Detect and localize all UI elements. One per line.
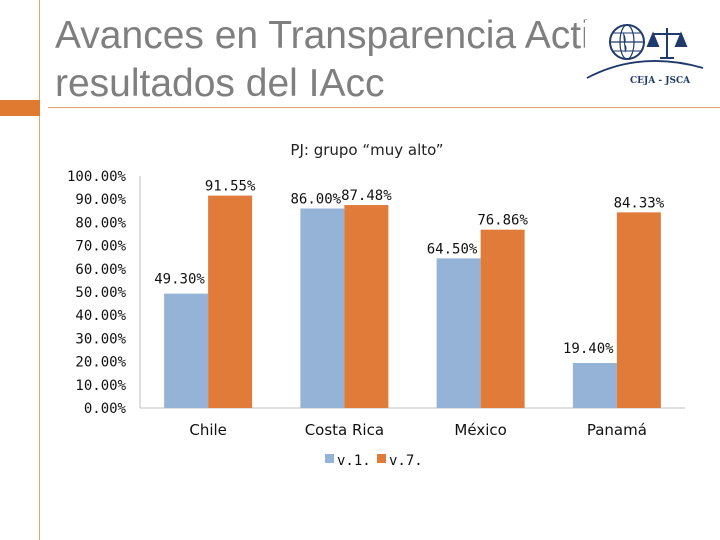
bar <box>344 205 389 408</box>
bar <box>480 229 525 408</box>
y-tick-label: 0.00% <box>84 401 127 417</box>
legend-label: v.1. <box>337 453 371 469</box>
legend-swatch <box>377 454 386 463</box>
y-tick-label: 40.00% <box>75 308 126 324</box>
bar <box>208 195 253 408</box>
y-tick-label: 60.00% <box>75 262 126 278</box>
y-tick-label: 50.00% <box>75 285 126 301</box>
left-rule <box>0 0 40 540</box>
category-label: Panamá <box>587 421 647 439</box>
category-label: México <box>454 421 506 439</box>
data-label: 64.50% <box>427 241 478 257</box>
y-tick-label: 90.00% <box>75 192 126 208</box>
data-label: 19.40% <box>563 341 614 357</box>
category-label: Chile <box>189 421 227 439</box>
category-label: Costa Rica <box>305 421 384 439</box>
data-label: 84.33% <box>614 195 665 211</box>
legend-label: v.7. <box>389 453 423 469</box>
ceja-logo: CEJA - JSCA <box>585 20 705 90</box>
accent-bar <box>0 100 40 116</box>
scales-icon <box>646 28 688 59</box>
data-label: 87.48% <box>341 188 392 204</box>
y-tick-label: 100.00% <box>67 169 127 185</box>
y-tick-label: 10.00% <box>75 378 126 394</box>
title-underline <box>48 107 720 108</box>
data-label: 86.00% <box>290 191 341 207</box>
data-label: 76.86% <box>477 213 528 229</box>
y-tick-label: 30.00% <box>75 331 126 347</box>
slide-title: Avances en Transparencia Activa: resulta… <box>55 12 642 108</box>
legend-swatch <box>325 454 334 463</box>
y-tick-label: 70.00% <box>75 239 126 255</box>
data-label: 91.55% <box>205 179 256 195</box>
left-vertical-line <box>39 0 40 540</box>
y-tick-label: 20.00% <box>75 355 126 371</box>
y-tick-label: 80.00% <box>75 215 126 231</box>
bar <box>164 293 209 408</box>
data-label: 49.30% <box>154 272 205 288</box>
bar <box>616 212 661 408</box>
title-line-1: Avances en Transparencia Activa: <box>55 14 642 57</box>
logo-text: CEJA - JSCA <box>630 76 691 86</box>
bar <box>436 258 481 408</box>
title-line-2: resultados del IAcc <box>55 62 385 105</box>
bar <box>572 362 617 408</box>
bar <box>300 208 345 408</box>
chart-title: PJ: grupo “muy alto” <box>290 141 443 159</box>
